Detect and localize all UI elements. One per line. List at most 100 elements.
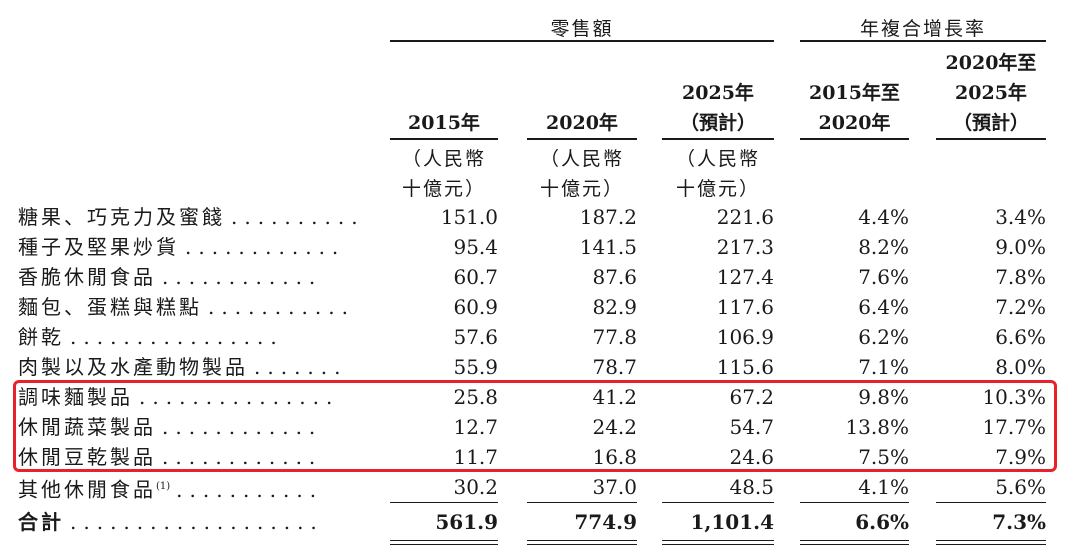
leader-dots: ............ [162,415,323,439]
row-label-text: 種子及堅果炒貨 [18,235,179,259]
cell-cagr-2015-2020: 4.4% [858,205,909,229]
highlight-box [13,380,1057,472]
cell-cagr-2020-2025: 7.2% [995,295,1046,319]
col-rule-2025 [662,138,774,140]
col-header-cagr-2015-2020: 2015年至 2020年 [800,78,909,138]
subtotal-rule [936,502,1046,503]
cell-cagr-2020-2025: 17.7% [982,415,1046,439]
cell-2015: 60.7 [453,265,498,289]
unit-line1: （人民幣 [401,148,486,170]
cell-2020: 41.2 [592,385,637,409]
unit-header-2025: （人民幣 十億元） [662,144,774,204]
table-row: 種子及堅果炒貨............ 95.4 141.5 217.3 8.2… [0,232,1081,262]
cell-cagr-2020-2025: 8.0% [995,355,1046,379]
cell-2015: 11.7 [453,445,498,469]
cell-2025: 48.5 [729,475,774,499]
row-label-text: 香脆休閒食品 [18,265,156,289]
cell-2025: 217.3 [716,235,774,259]
leader-dots: .......... [231,205,365,229]
cell-2015: 30.2 [453,475,498,499]
double-rule [662,544,774,545]
double-rule [527,544,637,545]
cell-2015: 57.6 [453,325,498,349]
double-rule [390,544,498,545]
double-rule [800,540,909,541]
table-row: 餅乾................ 57.6 77.8 106.9 6.2% … [0,322,1081,352]
row-label: 休閒豆乾製品............ [18,442,370,472]
cell-cagr-2015-2020: 8.2% [858,235,909,259]
cell-2020: 82.9 [592,295,637,319]
row-label-text: 糖果、巧克力及蜜餞 [18,205,225,229]
group-header-cagr: 年複合增長率 [859,18,986,40]
leader-dots: ............ [162,445,323,469]
row-label-text: 調味麵製品 [18,385,133,409]
col-header-cagr2-line1: 2020年至 [945,52,1037,74]
cell-2025: 221.6 [716,205,774,229]
unit-header-2015: （人民幣 十億元） [390,144,498,204]
cell-2015: 151.0 [440,205,498,229]
cell-cagr-2015-2020: 6.2% [858,325,909,349]
leader-dots: ................ [70,325,284,349]
row-label-text: 休閒豆乾製品 [18,445,156,469]
double-rule [936,540,1046,541]
row-label-text: 肉製以及水產動物製品 [18,355,248,379]
cell-2015: 12.7 [453,415,498,439]
cell-cagr-2020-2025: 6.6% [995,325,1046,349]
leader-dots: ............ [162,265,323,289]
row-label: 調味麵製品............... [18,382,370,412]
cell-2020: 24.2 [592,415,637,439]
col-rule-cagr1 [800,138,909,140]
cell-cagr-2015-2020: 7.5% [858,445,909,469]
cell-2025: 24.6 [729,445,774,469]
row-label-text: 其他休閒食品 [18,477,156,502]
total-label: 合計................... [18,507,370,537]
cell-cagr-2015-2020: 7.1% [858,355,909,379]
table-row: 其他休閒食品(1)........... 30.2 37.0 48.5 4.1%… [0,472,1081,502]
cell-2025: 117.6 [716,295,774,319]
cell-2020: 37.0 [592,475,637,499]
row-label: 其他休閒食品(1)........... [18,472,370,502]
cell-2015: 95.4 [453,235,498,259]
row-label: 餅乾................ [18,322,370,352]
cell-2020: 87.6 [592,265,637,289]
col-header-cagr1-line1: 2015年至 [809,82,900,104]
col-header-cagr1-line2: 2020年 [818,112,891,134]
group-rule-cagr [800,40,1046,42]
table-row: 休閒蔬菜製品............ 12.7 24.2 54.7 13.8% … [0,412,1081,442]
col-rule-2020 [527,138,637,140]
double-rule [527,540,637,541]
double-rule [800,544,909,545]
cell-2015: 25.8 [453,385,498,409]
leader-dots: ........... [208,295,355,319]
table-row: 糖果、巧克力及蜜餞.......... 151.0 187.2 221.6 4.… [0,202,1081,232]
row-label: 種子及堅果炒貨............ [18,232,370,262]
cell-2020: 78.7 [592,355,637,379]
total-cagr-2020-2025: 7.3% [992,510,1046,534]
footnote-marker: (1) [156,481,171,492]
row-label-text: 麵包、蛋糕與糕點 [18,295,202,319]
total-2020: 774.9 [574,510,637,534]
table-row: 休閒豆乾製品............ 11.7 16.8 24.6 7.5% 7… [0,442,1081,472]
total-row: 合計................... 561.9 774.9 1,101.… [0,507,1081,537]
leader-dots: ............... [139,385,340,409]
col-rule-cagr2 [936,138,1046,140]
cell-2020: 187.2 [579,205,637,229]
total-2025: 1,101.4 [690,510,774,534]
col-header-cagr2-line2: 2025年 [955,82,1027,104]
cell-cagr-2020-2025: 9.0% [995,235,1046,259]
double-rule [662,540,774,541]
cell-cagr-2020-2025: 7.8% [995,265,1046,289]
col-header-2025-forecast: （預計） [679,112,756,134]
cell-2020: 77.8 [592,325,637,349]
col-rule-2015 [390,138,498,140]
cell-2015: 55.9 [453,355,498,379]
cell-cagr-2015-2020: 4.1% [858,475,909,499]
cell-2025: 115.6 [716,355,774,379]
col-header-2025-year: 2025年 [682,82,754,104]
unit-header-2020: （人民幣 十億元） [527,144,637,204]
table-row: 香脆休閒食品............ 60.7 87.6 127.4 7.6% … [0,262,1081,292]
cell-2015: 60.9 [453,295,498,319]
col-header-cagr-2020-2025: 2020年至 2025年 （預計） [936,48,1046,138]
total-2015: 561.9 [435,510,498,534]
col-header-cagr2-line3: （預計） [952,112,1029,134]
